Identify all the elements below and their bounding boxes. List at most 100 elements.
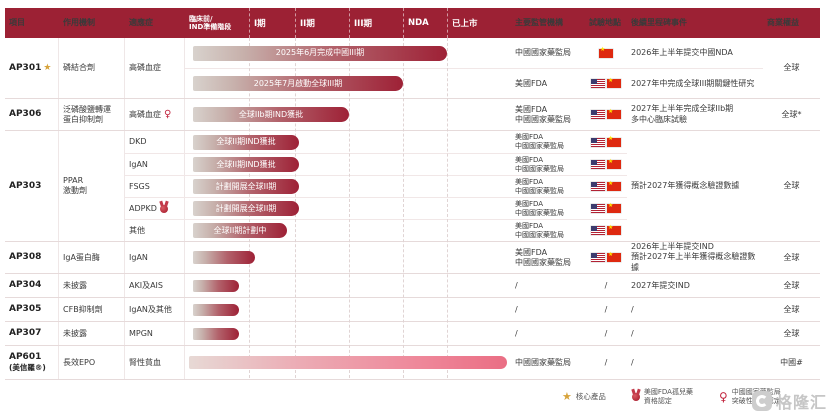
project-cell: AP307 <box>5 322 59 345</box>
pipeline-row-ap308: AP308 IgA蛋白酶 IgAN 美國FDA 中國國家藥監局 2026年上半年… <box>5 242 820 274</box>
core-product-star-icon: ★ <box>43 62 52 73</box>
pipeline-bar-global-2b: 全球IIb期IND獲批 <box>193 107 349 122</box>
project-name: AP303 <box>9 180 42 191</box>
project-cell: AP304 <box>5 274 59 297</box>
regulator-cell: / <box>515 328 518 338</box>
regulator-line2: 中國國家藥監局 <box>515 186 564 195</box>
trial-site-cell: / <box>604 280 608 290</box>
milestone-cell: / <box>631 328 634 338</box>
us-flag-icon <box>591 226 605 235</box>
col-header-nda: NDA <box>403 8 447 38</box>
milestone-cell: 2027年上半年完成全球IIb期 多中心臨床試驗 <box>627 99 763 130</box>
regulator-line1: 美國FDA <box>515 155 544 164</box>
milestone-cell: / <box>631 357 634 367</box>
col-header-marketed: 已上市 <box>447 8 511 38</box>
regulator-lines: 美國FDA 中國國家藥監局 <box>515 105 571 125</box>
mechanism-line2: 蛋白抑制劑 <box>63 114 103 124</box>
mechanism-line1: 泛磷酸鹽轉運 <box>63 104 111 114</box>
project-name: AP304 <box>9 280 42 291</box>
us-flag-icon <box>591 204 605 213</box>
rights-cell: 全球 <box>783 280 800 290</box>
regulator-cell: 美國FDA 中國國家藥監局 <box>511 198 585 219</box>
rights-cell: 全球* <box>781 109 802 119</box>
regulator-line1: 美國FDA <box>515 133 544 142</box>
mechanism-cell: 未披露 <box>59 274 125 297</box>
mechanism-cell: CFB抑制劑 <box>59 298 125 321</box>
trial-site-flags <box>585 99 627 130</box>
col-header-mechanism: 作用機制 <box>63 18 95 28</box>
regulator-line2: 中國國家藥監局 <box>515 257 571 267</box>
cn-flag-icon <box>607 108 621 119</box>
stage-cell: 全球II期計劃中 <box>185 220 511 241</box>
regulator-cell: 美國FDA 中國國家藥監局 <box>511 131 585 153</box>
stage-header: 臨床前/ IND準備階段 I期 II期 III期 NDA 已上市 <box>185 8 511 38</box>
trial-site-flags <box>585 131 627 153</box>
regulator-lines: 美國FDA 中國國家藥監局 <box>515 248 571 268</box>
indication-cell: 其他 <box>125 220 185 241</box>
legend-orphan-line1: 美國FDA孤兒藥 <box>643 388 693 396</box>
us-flag-icon <box>591 79 605 88</box>
cn-flag-icon <box>599 46 613 58</box>
col-header-indication: 適應症 <box>129 18 153 28</box>
cn-flag-icon <box>607 77 621 88</box>
ap301-subrow-global: 2025年7月啟動全球III期 美國FDA 2027年中完成全球III期關鍵性研… <box>185 68 763 98</box>
legend-orphan-label: 美國FDA孤兒藥 資格認定 <box>644 388 693 406</box>
project-name: AP306 <box>9 109 42 120</box>
pipeline-bar-preclinical <box>193 327 239 340</box>
stage-cell <box>185 346 511 379</box>
regulator-line2: 中國國家藥監局 <box>515 114 571 124</box>
col-header-phase1: I期 <box>249 8 295 38</box>
breakthrough-designation-icon: ♀ <box>718 389 728 404</box>
cn-flag-icon <box>607 180 621 191</box>
mechanism-cell: IgA蛋白酶 <box>59 242 125 273</box>
regulator-line1: 美國FDA <box>515 221 544 230</box>
regulator-cell: 美國FDA 中國國家藥監局 <box>511 154 585 175</box>
us-flag-icon <box>591 160 605 169</box>
project-cell: AP303 <box>5 131 59 241</box>
pipeline-bar: 全球II期計劃中 <box>193 223 287 238</box>
trial-site-cell: / <box>604 304 608 314</box>
rights-cell: 全球 <box>783 328 800 338</box>
pipeline-bar-preclinical <box>193 279 239 292</box>
stage-cell: 全球II期IND獲批 <box>185 131 511 153</box>
ap303-subrows: DKD 全球II期IND獲批 美國FDA 中國國家藥監局 IgAN <box>125 131 627 241</box>
regulator-cell: 中國國家藥監局 <box>515 48 571 58</box>
cn-flag-icon <box>607 202 621 213</box>
indication-cell: 高磷血症 ♀ <box>125 99 185 130</box>
milestone-cell: / <box>631 304 634 314</box>
ap301-subrows: 2025年6月完成中國III期 中國國家藥監局 2026年上半年提交中國NDA … <box>185 38 763 98</box>
indication-cell: 高磷血症 <box>125 38 185 98</box>
indication-cell: 腎性貧血 <box>125 346 185 379</box>
indication-label: ADPKD <box>129 203 157 213</box>
milestone-lines: 2027年上半年完成全球IIb期 多中心臨床試驗 <box>631 104 733 125</box>
watermark-text: 格隆汇 <box>775 393 827 412</box>
indication-cell: AKI及AIS <box>125 274 185 297</box>
indication-cell: FSGS <box>125 176 185 197</box>
mechanism-line2: 激動劑 <box>63 186 87 195</box>
col-header-regulators: 主要監管機構 <box>515 18 563 28</box>
us-flag-icon <box>591 110 605 119</box>
project-cell: AP305 <box>5 298 59 321</box>
pipeline-bar: 計劃開展全球II期 <box>193 179 299 194</box>
trial-site-flags <box>585 154 627 175</box>
regulator-cell: 美國FDA 中國國家藥監局 <box>511 242 585 273</box>
stage-cell: 全球IIb期IND獲批 <box>185 99 511 130</box>
col-header-phase3: III期 <box>349 8 403 38</box>
pipeline-bar-china-phase3: 2025年6月完成中國III期 <box>193 45 447 61</box>
col-header-project: 項目 <box>9 18 25 28</box>
trial-site-cell: / <box>604 357 608 367</box>
cn-flag-icon <box>607 158 621 169</box>
us-flag-icon <box>591 182 605 191</box>
regulator-line2: 中國國家藥監局 <box>515 208 564 217</box>
trial-site-flags <box>585 38 627 68</box>
ap303-subrow-adpkd: ADPKD 計劃開展全球II期 美國FDA 中國國家藥監局 <box>125 197 627 219</box>
stage-cell <box>185 274 511 297</box>
gelonghui-logo-icon <box>751 391 772 411</box>
project-cell: AP601 (美信羅®) <box>5 346 59 379</box>
regulator-line2: 中國國家藥監局 <box>515 164 564 173</box>
orphan-drug-medal-icon <box>159 204 168 213</box>
legend-core-product: ★ 核心產品 <box>562 391 606 402</box>
milestone-line1: 2026年上半年提交IND <box>631 241 714 251</box>
regulator-cell: / <box>515 304 518 314</box>
